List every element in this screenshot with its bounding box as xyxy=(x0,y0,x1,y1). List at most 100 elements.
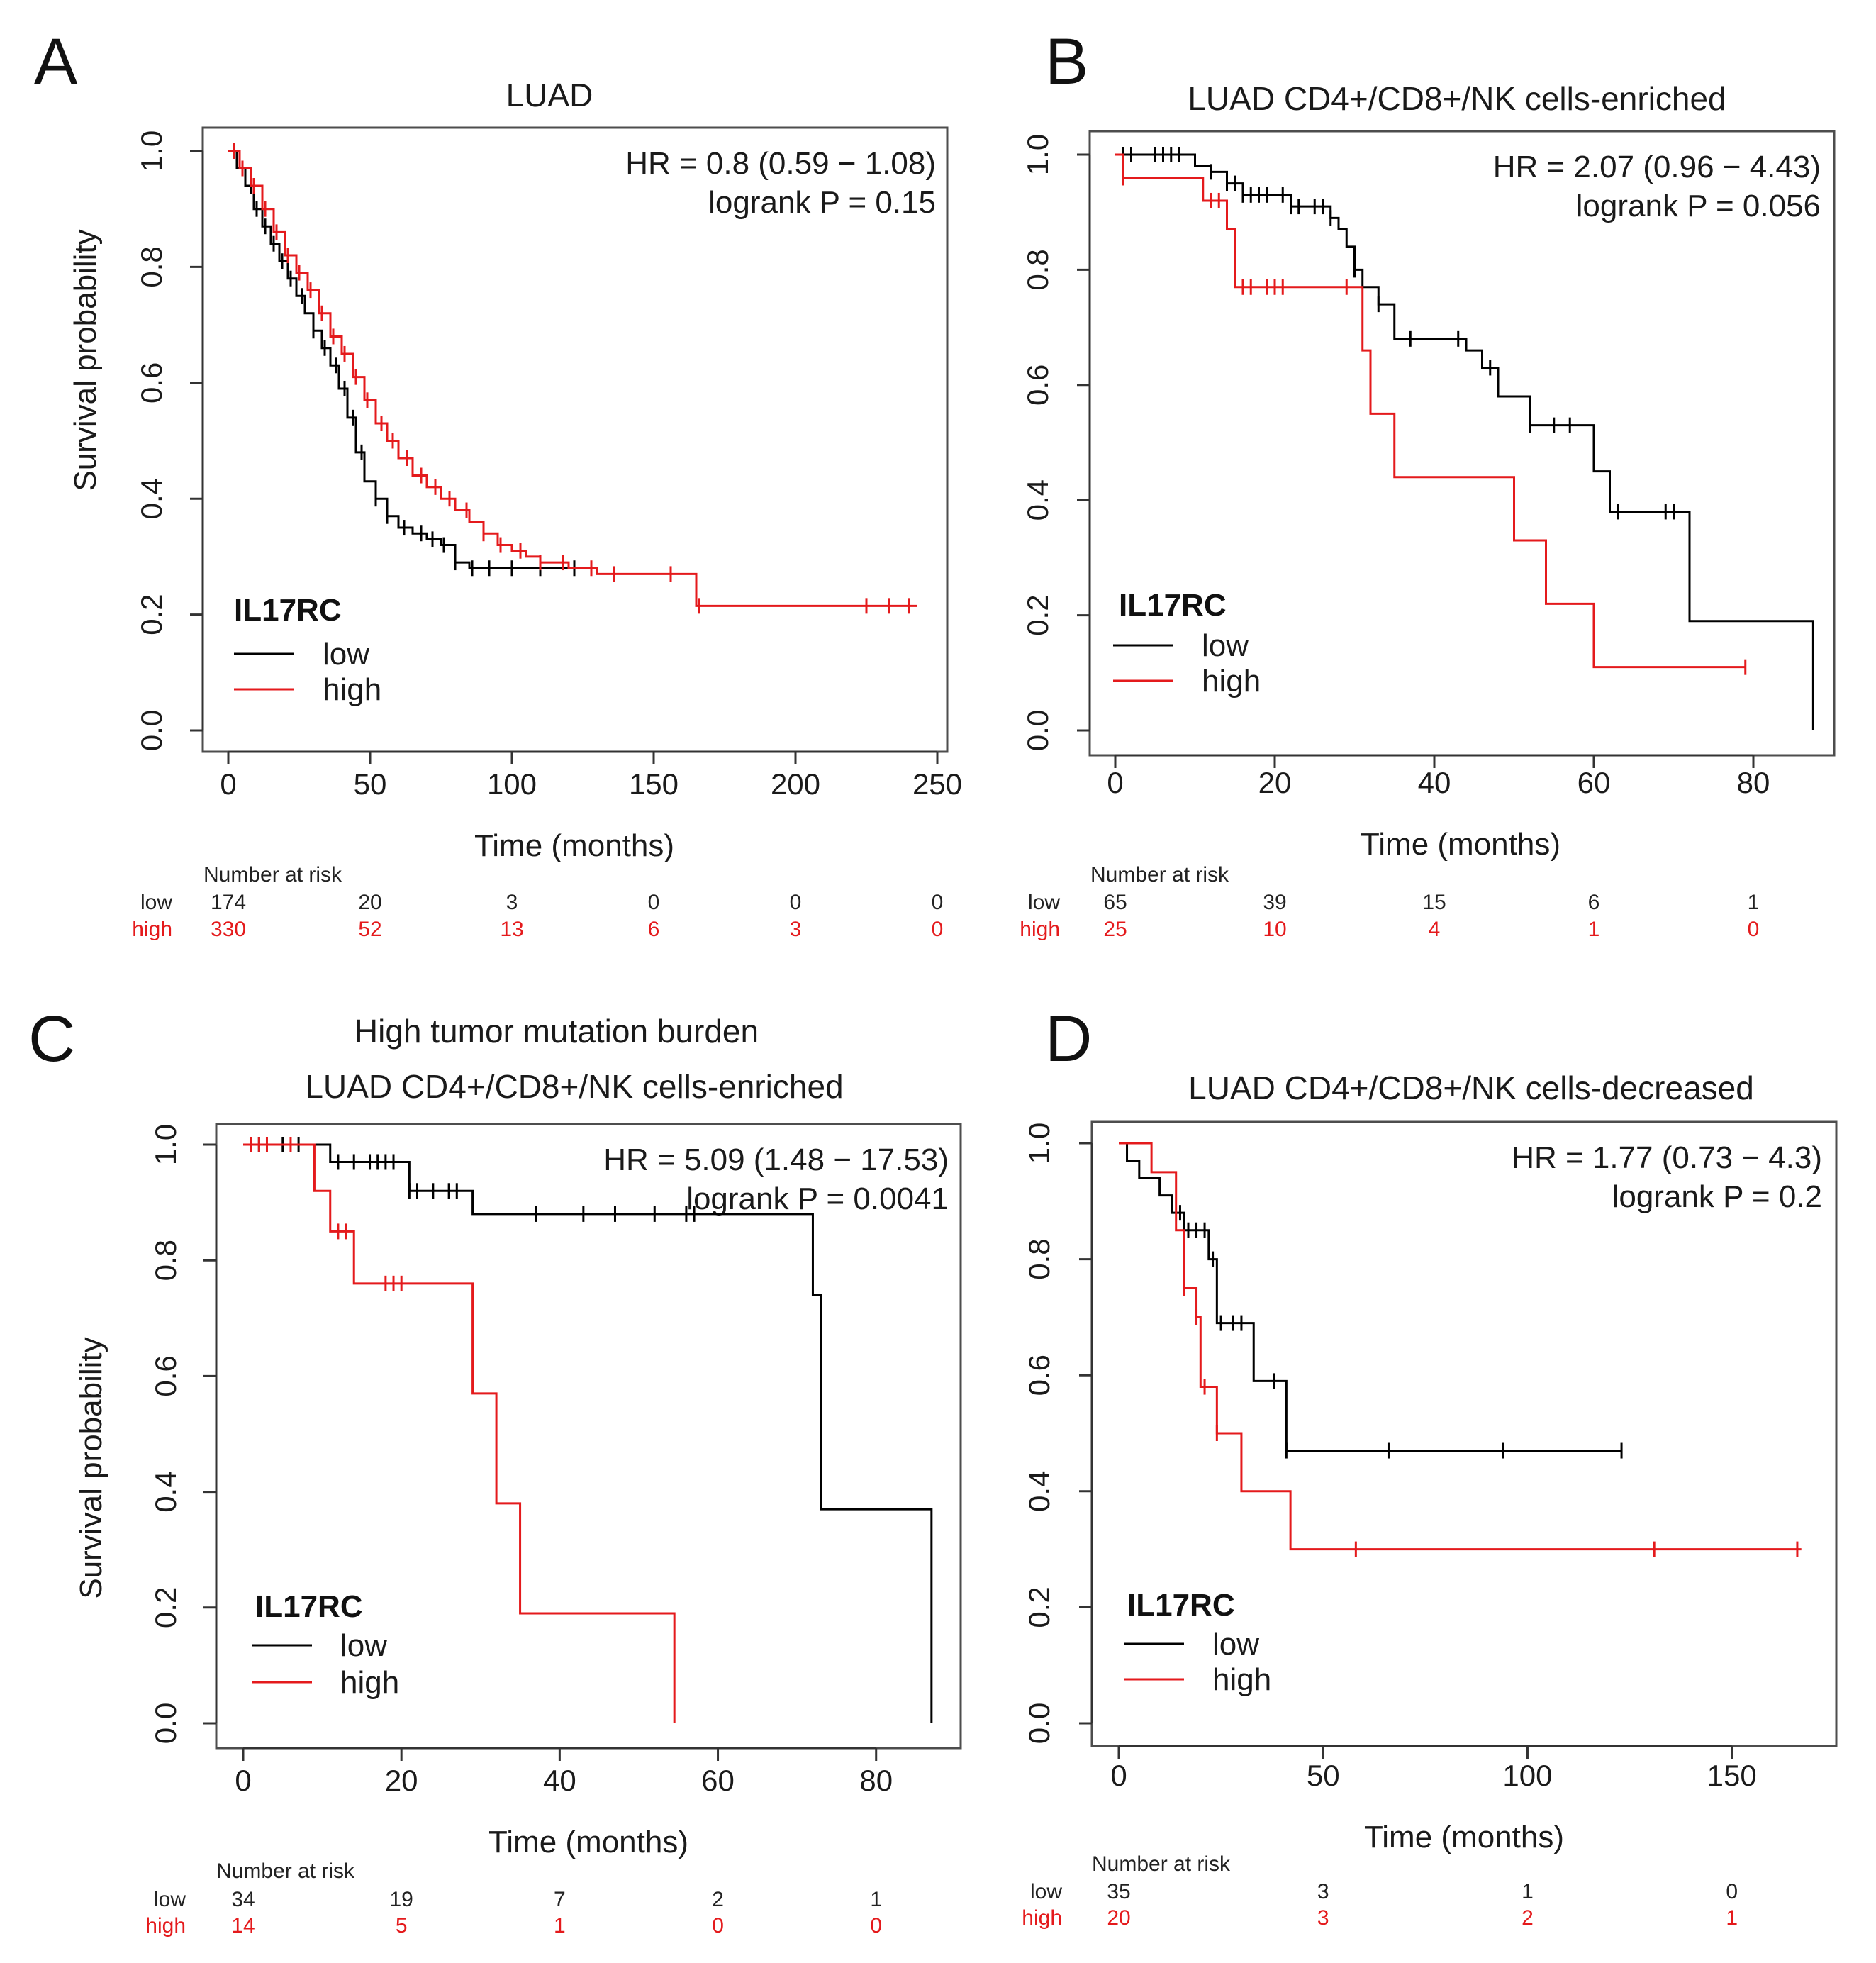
panel-a-risk-label-low: low xyxy=(140,891,172,914)
panel-a-x-tick-label: 200 xyxy=(771,767,820,801)
chart-marks: 0 50 100 150 200 2500.00.20.40.60.81.01743302… xyxy=(135,130,1814,1937)
panel-a-x-tick-label: 50 xyxy=(354,767,387,801)
panel-a-y-tick-label: 0.4 xyxy=(135,478,168,519)
panel-d-risk-label-high: high xyxy=(1022,1906,1062,1930)
panel-a-logrank-p: logrank P = 0.15 xyxy=(708,185,936,220)
panel-b-xlabel: Time (months) xyxy=(1361,827,1560,862)
panel-a-ylabel: Survival probability xyxy=(68,229,103,491)
panel-d-x-tick-label: 100 xyxy=(1502,1759,1552,1792)
panel-d-x-tick-label: 0 xyxy=(1110,1759,1127,1792)
panel-d-x-tick-label: 150 xyxy=(1707,1759,1757,1792)
panel-d-xlabel: Time (months) xyxy=(1364,1820,1564,1854)
panel-a: A LUAD Survival probability Time (months… xyxy=(34,26,949,941)
panel-b-risk-header: Number at risk xyxy=(1090,863,1229,886)
panel-c-plot-frame xyxy=(215,1123,962,1750)
panel-d-risk-high-value: 1 xyxy=(1726,1906,1738,1930)
panel-a-x-tick-label: 150 xyxy=(629,767,679,801)
panel-d-title: LUAD CD4+/CD8+/NK cells-decreased xyxy=(1188,1069,1754,1106)
panel-b-title: LUAD CD4+/CD8+/NK cells-enriched xyxy=(1188,80,1726,117)
panel-c-y-tick-label: 0.6 xyxy=(149,1355,182,1396)
panel-b-y-tick-label: 1.0 xyxy=(1021,134,1054,175)
panel-c-y-tick-label: 0.0 xyxy=(149,1703,182,1744)
panel-b-y-tick-label: 0.4 xyxy=(1021,479,1054,521)
panel-c-risk-label-high: high xyxy=(145,1914,186,1937)
km-curve-high xyxy=(1115,153,1746,669)
panel-c-hr-text: HR = 5.09 (1.48 − 17.53) xyxy=(603,1142,949,1177)
panel-d-risk-high-value: 20 xyxy=(1107,1906,1130,1930)
panel-b-y-tick-label: 0.0 xyxy=(1021,710,1054,751)
panel-letter-b: B xyxy=(1045,26,1088,98)
km-curve-low xyxy=(1115,153,1814,730)
panel-c-y-tick-label: 1.0 xyxy=(149,1124,182,1165)
panel-a-risk-high-value: 52 xyxy=(358,918,381,941)
panel-a-title: LUAD xyxy=(506,77,593,113)
panel-d-y-tick-label: 1.0 xyxy=(1022,1123,1056,1164)
panel-d-legend-low: low xyxy=(1212,1627,1259,1662)
panel-a-risk-high-value: 0 xyxy=(932,918,944,941)
km-curve-low xyxy=(243,1143,933,1723)
panel-c-x-tick-label: 40 xyxy=(543,1764,576,1797)
panel-c-legend-low: low xyxy=(340,1628,387,1663)
panel-d-risk-header: Number at risk xyxy=(1092,1852,1231,1876)
panel-d-logrank-p: logrank P = 0.2 xyxy=(1612,1179,1822,1214)
panel-b-risk-high-value: 0 xyxy=(1748,918,1760,941)
panel-b-risk-high-value: 25 xyxy=(1103,918,1127,941)
panel-a-hr-text: HR = 0.8 (0.59 − 1.08) xyxy=(625,146,936,181)
panel-a-x-tick-label: 250 xyxy=(912,767,962,801)
panel-a-x-tick-label: 0 xyxy=(220,767,236,801)
panel-b-risk-low-value: 15 xyxy=(1422,891,1446,914)
panel-a-x-tick-label: 100 xyxy=(487,767,537,801)
panel-c-risk-low-value: 19 xyxy=(389,1888,413,1911)
panel-c-risk-label-low: low xyxy=(154,1888,186,1911)
panel-a-risk-low-value: 3 xyxy=(506,891,518,914)
panel-letter-a: A xyxy=(34,26,78,98)
panel-b-risk-high-value: 1 xyxy=(1588,918,1600,941)
panel-d-risk-low-value: 1 xyxy=(1522,1880,1534,1903)
panel-b-risk-low-value: 6 xyxy=(1588,891,1600,914)
panel-b-risk-low-value: 65 xyxy=(1103,891,1127,914)
panel-a-legend-high: high xyxy=(323,672,381,707)
panel-d-y-tick-label: 0.6 xyxy=(1022,1355,1056,1396)
panel-d-risk-label-low: low xyxy=(1030,1880,1062,1903)
panel-d-risk-high-value: 3 xyxy=(1317,1906,1329,1930)
panel-b-legend-title: IL17RC xyxy=(1119,588,1227,623)
panel-b-y-tick-label: 0.2 xyxy=(1021,594,1054,635)
panel-b-legend-low: low xyxy=(1202,628,1249,663)
panel-d: D LUAD CD4+/CD8+/NK cells-decreased Time… xyxy=(1022,1003,1838,1930)
panel-b-y-tick-label: 0.8 xyxy=(1021,249,1054,290)
km-curve-high xyxy=(243,1143,676,1723)
km-curve-high xyxy=(1119,1142,1802,1551)
panel-b: B LUAD CD4+/CD8+/NK cells-enriched Time … xyxy=(1020,26,1836,941)
panel-c-x-tick-label: 0 xyxy=(235,1764,251,1797)
panel-d-legend-title: IL17RC xyxy=(1127,1588,1235,1623)
panel-a-xlabel: Time (months) xyxy=(474,828,674,863)
panel-d-x-tick-label: 50 xyxy=(1307,1759,1340,1792)
panel-c-risk-low-value: 1 xyxy=(870,1888,882,1911)
panel-c: C High tumor mutation burden LUAD CD4+/C… xyxy=(28,1003,962,1937)
panel-letter-c: C xyxy=(28,1003,75,1075)
panel-d-plot-frame xyxy=(1090,1120,1838,1747)
panel-c-y-tick-label: 0.8 xyxy=(149,1240,182,1281)
panel-d-hr-text: HR = 1.77 (0.73 − 4.3) xyxy=(1512,1140,1822,1175)
panel-c-risk-high-value: 5 xyxy=(396,1914,408,1937)
panel-b-logrank-p: logrank P = 0.056 xyxy=(1576,189,1821,223)
panel-b-x-tick-label: 0 xyxy=(1107,766,1123,799)
panel-b-risk-low-value: 1 xyxy=(1748,891,1760,914)
panel-a-risk-label-high: high xyxy=(132,918,172,941)
panel-c-risk-low-value: 7 xyxy=(554,1888,566,1911)
panel-b-legend-high: high xyxy=(1202,664,1261,699)
panel-a-risk-high-value: 6 xyxy=(648,918,660,941)
panel-c-risk-low-value: 34 xyxy=(231,1888,255,1911)
panel-a-legend-low: low xyxy=(323,637,369,672)
panel-c-risk-header: Number at risk xyxy=(216,1859,355,1883)
panel-a-marks: 0 50 100 150 200 2500.00.20.40.60.81.01743302… xyxy=(135,130,962,941)
panel-d-risk-low-value: 3 xyxy=(1317,1880,1329,1903)
panel-a-risk-low-value: 20 xyxy=(358,891,381,914)
panel-a-risk-high-value: 3 xyxy=(790,918,802,941)
panel-c-x-tick-label: 60 xyxy=(701,1764,735,1797)
panel-c-risk-low-value: 2 xyxy=(712,1888,724,1911)
panel-c-x-tick-label: 80 xyxy=(859,1764,893,1797)
panel-a-risk-header: Number at risk xyxy=(203,863,342,886)
